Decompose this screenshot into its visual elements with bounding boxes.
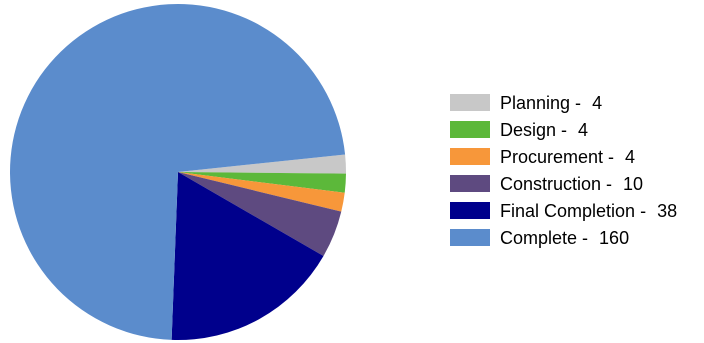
legend-label-value: 10: [623, 174, 643, 194]
legend-swatch: [450, 94, 490, 111]
legend-label: Construction - 10: [500, 174, 643, 194]
legend-swatch: [450, 121, 490, 138]
legend-label-value: 4: [592, 93, 602, 113]
legend-label-value: 4: [578, 120, 588, 140]
legend-label: Final Completion - 38: [500, 201, 677, 221]
legend-swatch: [450, 202, 490, 219]
legend-label-text: Procurement -: [500, 147, 619, 167]
pie-slice-design: [178, 172, 346, 193]
legend-label-text: Construction -: [500, 174, 617, 194]
legend-label-text: Design -: [500, 120, 572, 140]
legend-swatch: [450, 229, 490, 246]
pie-slice-final-completion: [171, 172, 324, 341]
legend-swatch: [450, 148, 490, 165]
legend-label: Planning - 4: [500, 93, 602, 113]
pie-slice-complete: [10, 4, 346, 340]
legend-label-value: 4: [625, 147, 635, 167]
legend-label-value: 38: [657, 201, 677, 221]
legend-label: Complete - 160: [500, 228, 629, 248]
legend-label: Procurement - 4: [500, 147, 635, 167]
legend-label-value: 160: [599, 228, 629, 248]
legend-label-text: Final Completion -: [500, 201, 651, 221]
legend-swatch: [450, 175, 490, 192]
pie-slice-construction: [178, 172, 342, 256]
pie-slice-planning: [178, 154, 346, 174]
legend-label: Design - 4: [500, 120, 588, 140]
legend-label-text: Complete -: [500, 228, 593, 248]
pie-slices: [10, 4, 346, 341]
legend-label-text: Planning -: [500, 93, 586, 113]
pie-slice-procurement: [178, 172, 345, 212]
